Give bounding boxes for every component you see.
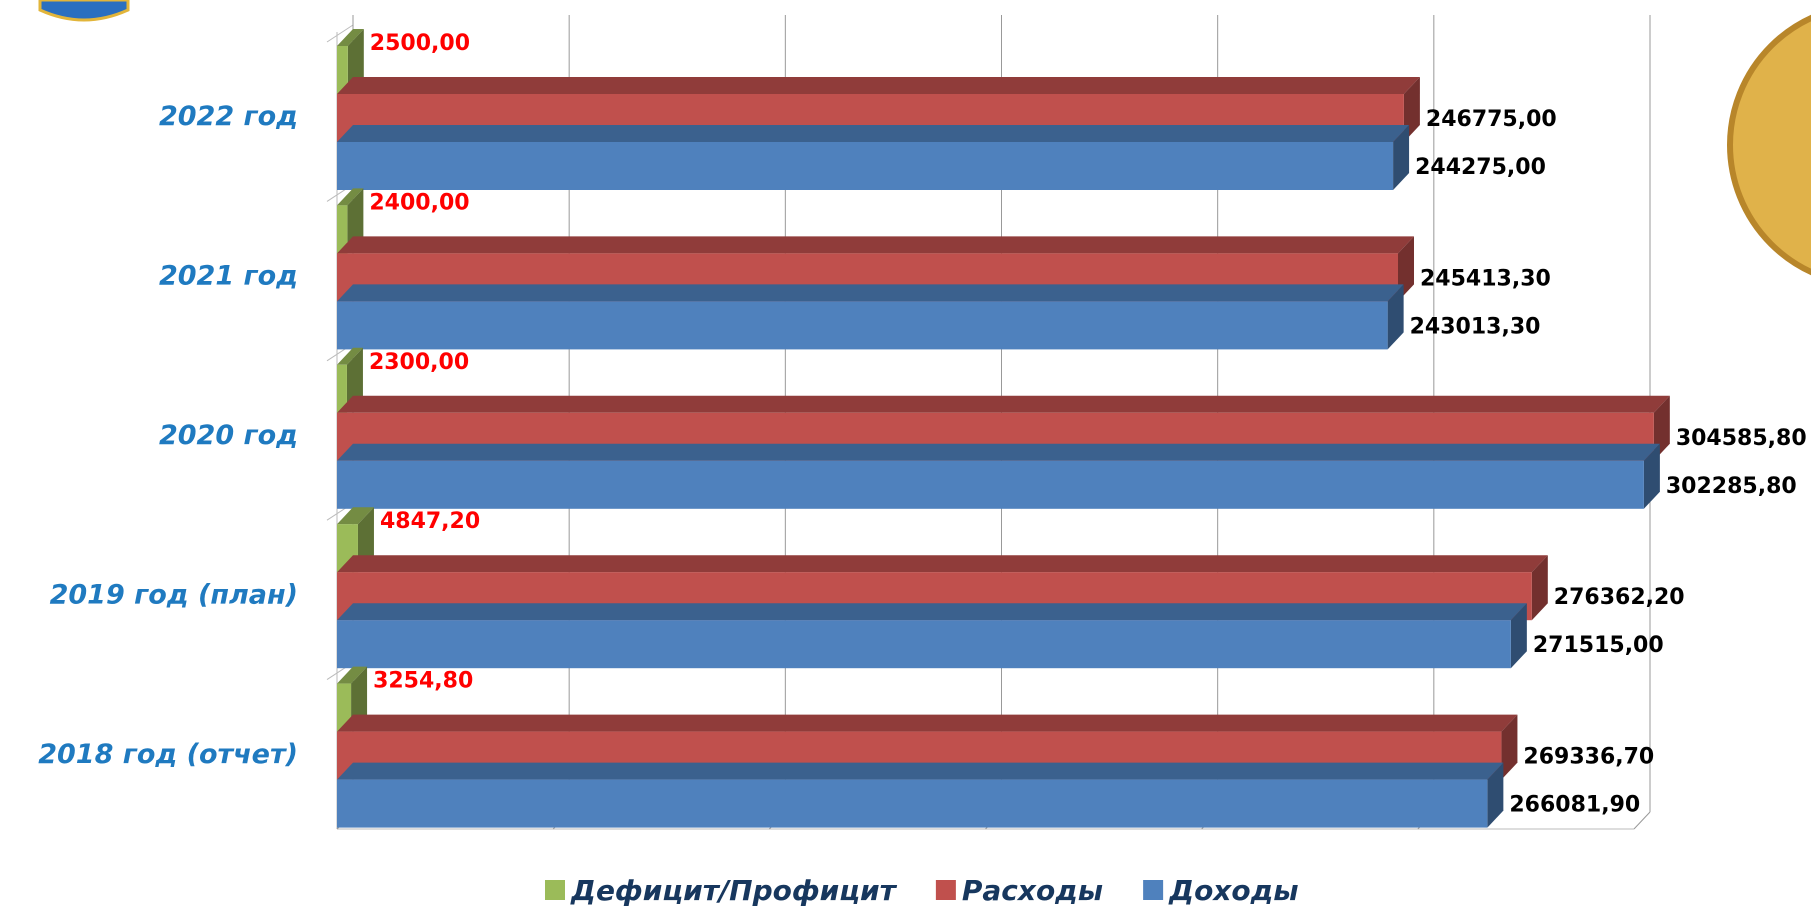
value-label: 245413,30 (1420, 266, 1551, 291)
value-label: 2300,00 (369, 350, 469, 375)
value-label: 276362,20 (1554, 585, 1685, 610)
legend-label: Дефицит/Профицит (570, 874, 898, 907)
bar-top (337, 77, 1420, 94)
value-label: 243013,30 (1410, 314, 1541, 339)
bar-top (337, 284, 1404, 301)
bar-top (337, 763, 1503, 780)
bar (337, 763, 1503, 828)
value-label: 2500,00 (370, 31, 470, 56)
legend-label: Расходы (962, 874, 1103, 907)
category-label: 2021 год (159, 261, 298, 292)
bar-front (337, 301, 1388, 349)
bar (337, 284, 1404, 349)
bar-front (337, 620, 1511, 668)
bar (337, 603, 1527, 668)
legend-swatch (545, 880, 565, 900)
legend-swatch (936, 880, 956, 900)
category-label: 2018 год (отчет) (38, 739, 298, 770)
bar-front (337, 780, 1487, 828)
bar-top (337, 715, 1517, 732)
bar-top (337, 125, 1409, 142)
category-label: 2022 год (159, 101, 298, 132)
bar (337, 444, 1660, 509)
legend-swatch (1143, 880, 1163, 900)
value-label: 246775,00 (1426, 107, 1557, 132)
value-label: 271515,00 (1533, 633, 1664, 658)
value-label: 302285,80 (1666, 474, 1797, 499)
value-label: 3254,80 (373, 669, 473, 694)
bar-front (337, 142, 1393, 190)
category-label: 2020 год (159, 420, 298, 451)
logo (40, 0, 128, 20)
legend-label: Доходы (1168, 874, 1298, 907)
value-label: 269336,70 (1523, 745, 1654, 770)
bar-top (337, 396, 1670, 413)
value-label: 4847,20 (380, 509, 480, 534)
bar-top (337, 444, 1660, 461)
chart: 2022 год 2500,00 246775,00 244275,00 2021 го… (0, 0, 1811, 909)
value-label: 304585,80 (1676, 426, 1807, 451)
coin-decoration (1730, 5, 1811, 285)
bar-top (337, 555, 1548, 572)
value-label: 244275,00 (1415, 155, 1546, 180)
category-label: 2019 год (план) (50, 579, 298, 610)
value-label: 266081,90 (1509, 793, 1640, 818)
bar-front (337, 461, 1644, 509)
bar (337, 125, 1409, 190)
bar-top (337, 236, 1414, 253)
value-label: 2400,00 (369, 190, 469, 215)
bar-top (337, 603, 1527, 620)
